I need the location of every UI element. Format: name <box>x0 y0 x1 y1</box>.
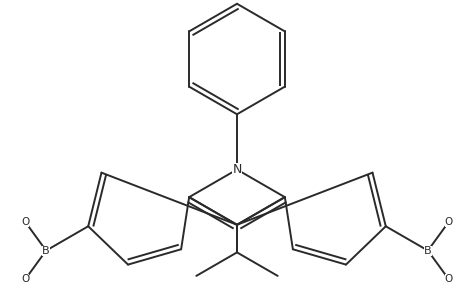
Text: O: O <box>445 274 453 284</box>
Text: B: B <box>424 246 432 255</box>
Text: N: N <box>232 163 242 176</box>
Text: O: O <box>21 274 29 284</box>
Text: B: B <box>42 246 50 255</box>
Text: O: O <box>21 217 29 227</box>
Text: O: O <box>445 217 453 227</box>
